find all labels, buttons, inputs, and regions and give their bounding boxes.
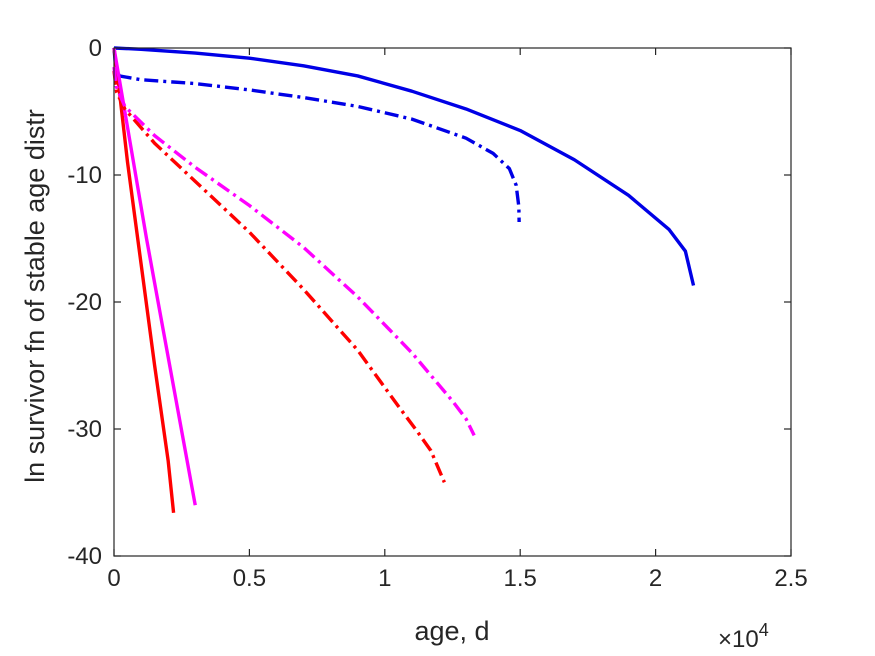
series-line-1 bbox=[113, 46, 696, 286]
x-tick-label: 0 bbox=[107, 565, 120, 592]
series-layer bbox=[112, 46, 696, 513]
x-axis-label: age, d bbox=[414, 616, 489, 646]
series-line-6 bbox=[112, 66, 476, 437]
y-axis-label: ln survivor fn of stable age distr bbox=[20, 109, 50, 483]
y-tick-label: 0 bbox=[89, 35, 102, 62]
x-tick-label: 2 bbox=[649, 565, 662, 592]
y-tick-label: -20 bbox=[67, 289, 102, 316]
x-tick-label: 0.5 bbox=[233, 565, 266, 592]
x-exponent-base: ×10 bbox=[718, 626, 759, 653]
y-tick-label: -40 bbox=[67, 543, 102, 570]
y-tick-label: -10 bbox=[67, 162, 102, 189]
series-line-4 bbox=[112, 47, 197, 506]
ticks-layer: 0 0.5 1 1.5 2 2.5 0 -10 -20 -30 -40 bbox=[67, 35, 807, 592]
x-tick-label: 1.5 bbox=[504, 565, 537, 592]
x-tick-label: 2.5 bbox=[774, 565, 807, 592]
x-tick-label: 1 bbox=[378, 565, 391, 592]
x-exponent-label: ×104 bbox=[718, 620, 769, 653]
x-exponent-power: 4 bbox=[759, 620, 769, 640]
y-tick-label: -30 bbox=[67, 416, 102, 443]
series-line-2 bbox=[112, 47, 521, 223]
plot-area bbox=[114, 48, 791, 556]
